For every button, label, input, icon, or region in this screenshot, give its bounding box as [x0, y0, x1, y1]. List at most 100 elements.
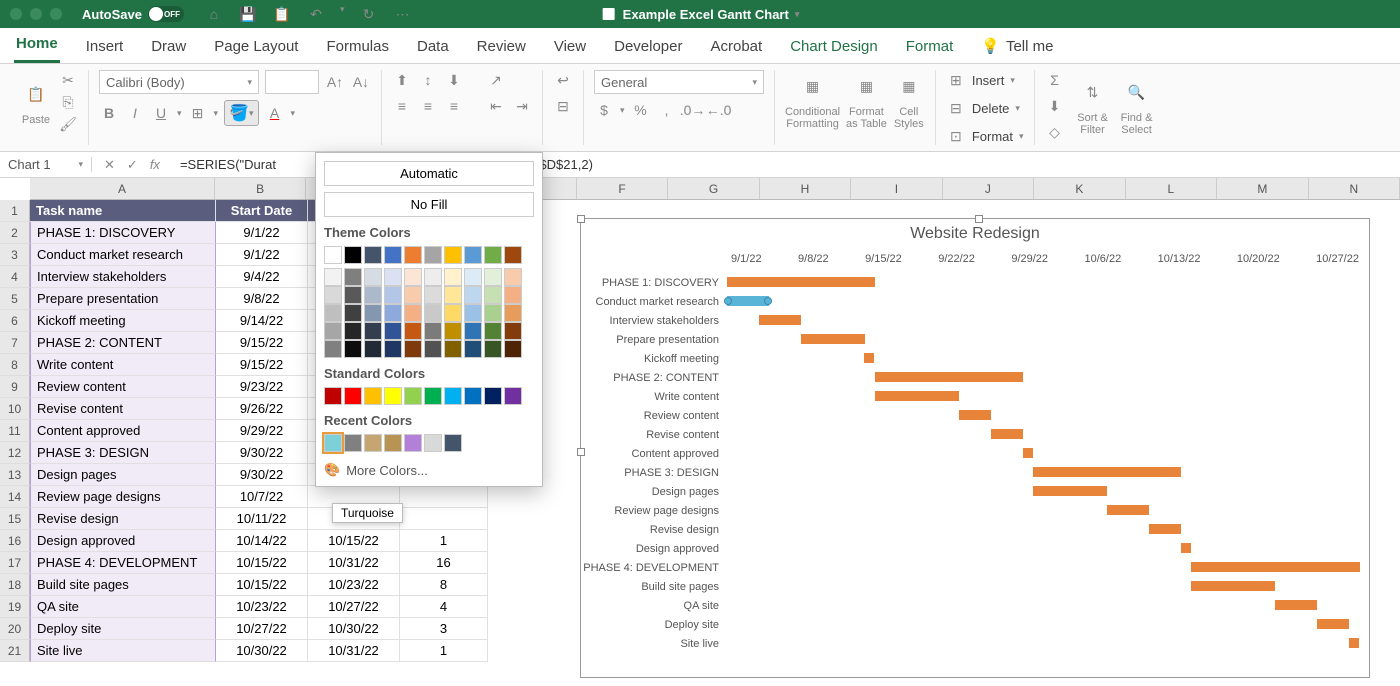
tab-formulas[interactable]: Formulas [324, 30, 391, 63]
color-swatch[interactable] [364, 304, 382, 322]
column-header[interactable]: K [1034, 178, 1125, 199]
color-swatch[interactable] [384, 246, 402, 264]
color-swatch[interactable] [384, 340, 402, 358]
column-header[interactable]: J [943, 178, 1034, 199]
color-swatch[interactable] [344, 322, 362, 340]
color-swatch[interactable] [324, 387, 342, 405]
cell[interactable]: 10/31/22 [308, 552, 400, 574]
window-traffic-lights[interactable] [10, 8, 62, 20]
align-center-icon[interactable]: ≡ [418, 96, 438, 116]
column-header[interactable]: G [668, 178, 759, 199]
color-swatch[interactable] [364, 322, 382, 340]
gantt-bar[interactable] [875, 391, 959, 401]
merge-icon[interactable]: ⊟ [553, 96, 573, 116]
tab-chart-design[interactable]: Chart Design [788, 30, 880, 63]
automatic-button[interactable]: Automatic [324, 161, 534, 186]
align-top-icon[interactable]: ⬆ [392, 70, 412, 90]
cut-icon[interactable]: ✂ [58, 70, 78, 90]
gantt-bar[interactable] [1023, 448, 1033, 458]
wrap-text-icon[interactable]: ↩ [553, 70, 573, 90]
color-swatch[interactable] [384, 387, 402, 405]
cell[interactable]: 10/15/22 [216, 552, 308, 574]
cell[interactable]: Prepare presentation [30, 288, 216, 310]
row-header[interactable]: 1 [0, 200, 30, 222]
column-header[interactable]: F [577, 178, 668, 199]
color-swatch[interactable] [344, 387, 362, 405]
tab-page-layout[interactable]: Page Layout [212, 30, 300, 63]
column-header[interactable]: L [1126, 178, 1217, 199]
align-left-icon[interactable]: ≡ [392, 96, 412, 116]
format-painter-icon[interactable]: 🖌 [58, 114, 78, 134]
increase-decimal-icon[interactable]: .0→ [683, 100, 703, 120]
color-swatch[interactable] [404, 434, 422, 452]
gantt-bar[interactable] [1191, 562, 1360, 572]
comma-icon[interactable]: , [657, 100, 677, 120]
gantt-bar[interactable] [801, 334, 865, 344]
clear-icon[interactable]: ◇ [1045, 122, 1065, 142]
gantt-bar[interactable] [1317, 619, 1349, 629]
cell[interactable]: Start Date [216, 200, 308, 222]
column-header[interactable]: N [1309, 178, 1400, 199]
cell[interactable]: 9/1/22 [216, 222, 308, 244]
cell[interactable]: Review page designs [30, 486, 216, 508]
color-swatch[interactable] [504, 322, 522, 340]
color-swatch[interactable] [384, 322, 402, 340]
autosave-toggle[interactable]: AutoSave OFF [82, 6, 184, 22]
cell[interactable]: 9/23/22 [216, 376, 308, 398]
color-swatch[interactable] [444, 340, 462, 358]
align-middle-icon[interactable]: ↕ [418, 70, 438, 90]
color-swatch[interactable] [384, 268, 402, 286]
color-swatch[interactable] [464, 340, 482, 358]
color-swatch[interactable] [404, 322, 422, 340]
formula-input[interactable]: =SERIES("Durat [172, 157, 284, 172]
increase-font-icon[interactable]: A↑ [325, 72, 345, 92]
cell[interactable]: QA site [30, 596, 216, 618]
color-swatch[interactable] [424, 322, 442, 340]
color-swatch[interactable] [484, 286, 502, 304]
cell[interactable]: 10/27/22 [308, 596, 400, 618]
color-swatch[interactable] [324, 286, 342, 304]
cell[interactable]: 9/15/22 [216, 332, 308, 354]
color-swatch[interactable] [484, 268, 502, 286]
sort-filter-icon[interactable]: ⇅ [1077, 76, 1109, 108]
cell[interactable]: 1 [400, 530, 488, 552]
row-header[interactable]: 16 [0, 530, 30, 552]
row-header[interactable]: 13 [0, 464, 30, 486]
cell[interactable]: Deploy site [30, 618, 216, 640]
cell[interactable]: PHASE 2: CONTENT [30, 332, 216, 354]
row-header[interactable]: 5 [0, 288, 30, 310]
row-header[interactable]: 18 [0, 574, 30, 596]
row-header[interactable]: 2 [0, 222, 30, 244]
currency-icon[interactable]: $ [594, 100, 614, 120]
gantt-bar[interactable] [727, 296, 769, 306]
color-swatch[interactable] [444, 387, 462, 405]
color-swatch[interactable] [424, 340, 442, 358]
cancel-icon[interactable]: ✕ [104, 157, 115, 173]
color-swatch[interactable] [384, 286, 402, 304]
cell[interactable]: 16 [400, 552, 488, 574]
color-swatch[interactable] [364, 268, 382, 286]
color-swatch[interactable] [424, 286, 442, 304]
cell[interactable]: 9/30/22 [216, 464, 308, 486]
font-color-icon[interactable]: A [265, 103, 285, 123]
chart-plot-area[interactable]: PHASE 1: DISCOVERYConduct market researc… [581, 273, 1369, 653]
tab-data[interactable]: Data [415, 30, 451, 63]
align-right-icon[interactable]: ≡ [444, 96, 464, 116]
decrease-decimal-icon[interactable]: ←.0 [709, 100, 729, 120]
tab-home[interactable]: Home [14, 27, 60, 63]
format-button[interactable]: ⊡Format▾ [946, 126, 1024, 146]
more-colors-button[interactable]: 🎨More Colors... [324, 462, 534, 478]
column-header[interactable]: H [760, 178, 851, 199]
conditional-formatting-icon[interactable]: ▦ [797, 70, 829, 102]
underline-icon[interactable]: U [151, 103, 171, 123]
color-swatch[interactable] [464, 268, 482, 286]
italic-icon[interactable]: I [125, 103, 145, 123]
find-select-icon[interactable]: 🔍 [1121, 76, 1153, 108]
fill-color-button[interactable]: 🪣▾ [224, 100, 258, 126]
color-swatch[interactable] [424, 304, 442, 322]
cell[interactable] [400, 486, 488, 508]
cell[interactable]: Task name [30, 200, 216, 222]
tab-review[interactable]: Review [475, 30, 528, 63]
font-size-select[interactable] [265, 70, 319, 94]
insert-button[interactable]: ⊞Insert▾ [946, 70, 1024, 90]
